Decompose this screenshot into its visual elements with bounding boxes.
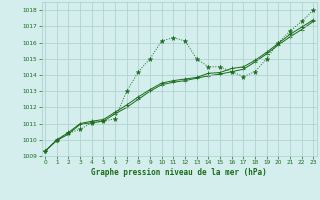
X-axis label: Graphe pression niveau de la mer (hPa): Graphe pression niveau de la mer (hPa) (91, 168, 267, 177)
